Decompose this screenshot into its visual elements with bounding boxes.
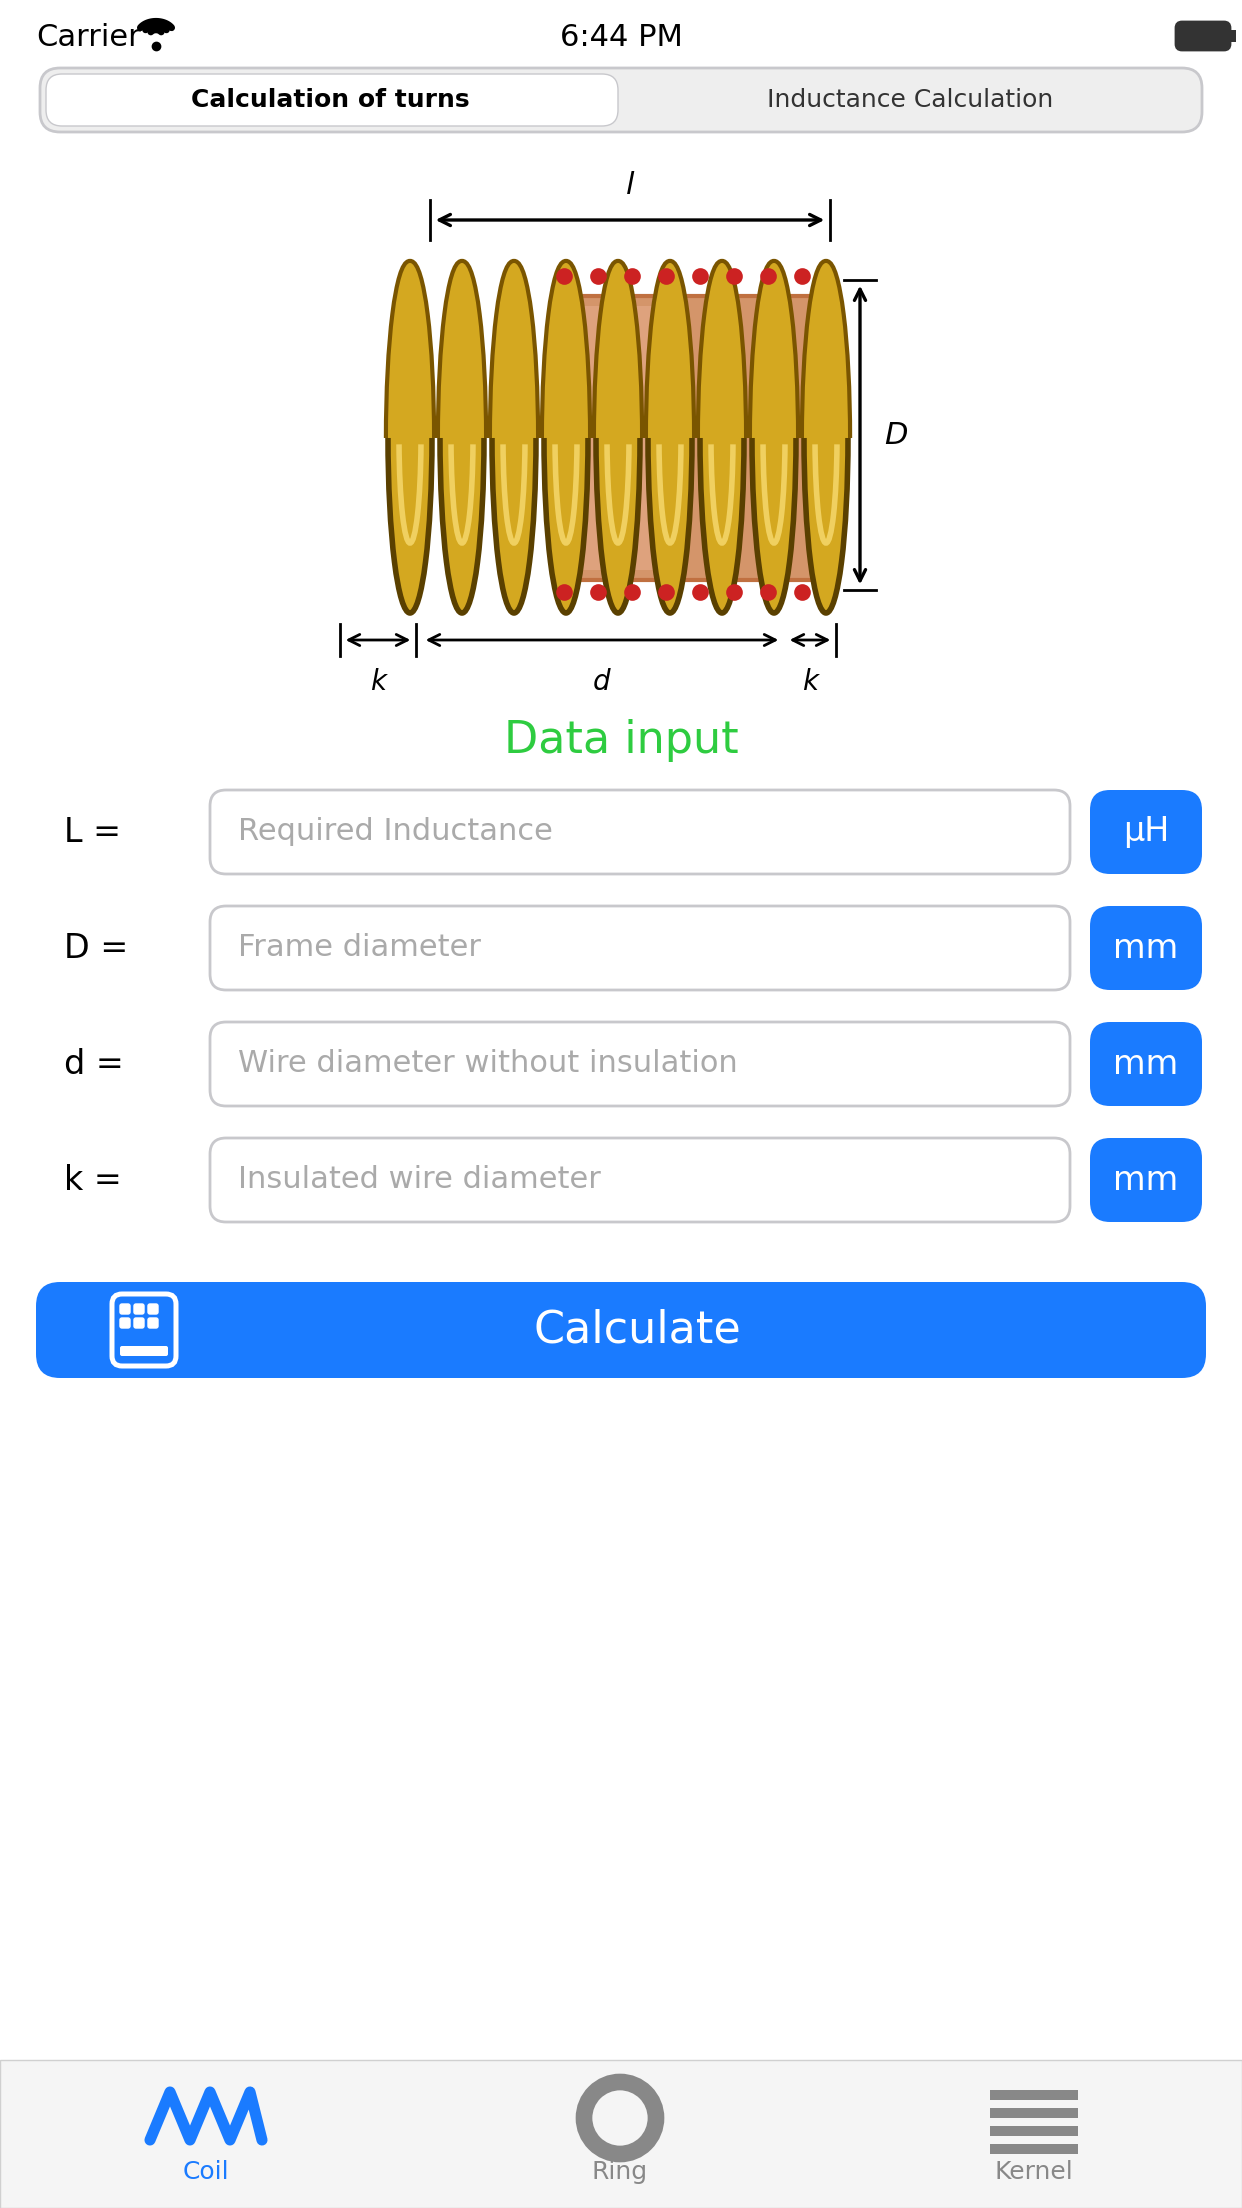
Ellipse shape: [700, 263, 744, 614]
Text: D =: D =: [65, 932, 128, 965]
FancyBboxPatch shape: [148, 1318, 158, 1327]
Text: L =: L =: [65, 815, 120, 848]
Ellipse shape: [648, 263, 692, 614]
FancyBboxPatch shape: [1090, 1022, 1202, 1106]
Ellipse shape: [804, 263, 848, 614]
Text: μH: μH: [1123, 815, 1169, 848]
Text: l: l: [626, 170, 635, 201]
Text: Frame diameter: Frame diameter: [238, 934, 481, 963]
Text: d: d: [594, 669, 611, 696]
FancyBboxPatch shape: [148, 1305, 158, 1314]
FancyBboxPatch shape: [1090, 790, 1202, 874]
FancyBboxPatch shape: [210, 1022, 1071, 1106]
FancyBboxPatch shape: [120, 1305, 130, 1314]
Ellipse shape: [440, 263, 484, 614]
Bar: [990, 2144, 1078, 2155]
Bar: [990, 2091, 1078, 2100]
FancyBboxPatch shape: [556, 296, 820, 581]
Text: mm: mm: [1113, 932, 1179, 965]
FancyBboxPatch shape: [1176, 22, 1230, 51]
Text: Ring: Ring: [592, 2159, 648, 2184]
FancyBboxPatch shape: [46, 75, 619, 126]
FancyBboxPatch shape: [210, 1137, 1071, 1221]
FancyBboxPatch shape: [1090, 905, 1202, 989]
Ellipse shape: [596, 263, 640, 614]
Text: k: k: [370, 669, 386, 696]
Text: Data input: Data input: [503, 718, 739, 762]
Text: 6:44 PM: 6:44 PM: [560, 24, 682, 53]
Text: mm: mm: [1113, 1164, 1179, 1197]
Text: k: k: [802, 669, 818, 696]
Ellipse shape: [544, 263, 587, 614]
Text: Kernel: Kernel: [995, 2159, 1073, 2184]
Bar: [0, 2060, 1242, 2208]
Text: d =: d =: [65, 1047, 124, 1080]
FancyBboxPatch shape: [134, 1305, 144, 1314]
Text: Carrier: Carrier: [36, 24, 140, 53]
Bar: [990, 2109, 1078, 2117]
Ellipse shape: [492, 263, 537, 614]
Text: Inductance Calculation: Inductance Calculation: [766, 88, 1053, 113]
Text: Insulated wire diameter: Insulated wire diameter: [238, 1166, 601, 1195]
Bar: [1230, 31, 1236, 42]
Text: Coil: Coil: [183, 2159, 230, 2184]
FancyBboxPatch shape: [134, 1318, 144, 1327]
FancyBboxPatch shape: [560, 307, 666, 570]
FancyBboxPatch shape: [120, 1347, 168, 1356]
FancyBboxPatch shape: [210, 905, 1071, 989]
FancyBboxPatch shape: [210, 790, 1071, 874]
Bar: [990, 2126, 1078, 2135]
Text: k =: k =: [65, 1164, 122, 1197]
Text: Required Inductance: Required Inductance: [238, 817, 553, 846]
FancyBboxPatch shape: [120, 1318, 130, 1327]
Text: D: D: [884, 420, 908, 450]
FancyBboxPatch shape: [36, 1283, 1206, 1378]
FancyBboxPatch shape: [1090, 1137, 1202, 1221]
Text: Wire diameter without insulation: Wire diameter without insulation: [238, 1049, 738, 1078]
FancyBboxPatch shape: [40, 68, 1202, 132]
Text: Calculate: Calculate: [533, 1309, 741, 1351]
Ellipse shape: [388, 263, 432, 614]
Ellipse shape: [751, 263, 796, 614]
Text: mm: mm: [1113, 1047, 1179, 1080]
Text: Calculation of turns: Calculation of turns: [191, 88, 469, 113]
